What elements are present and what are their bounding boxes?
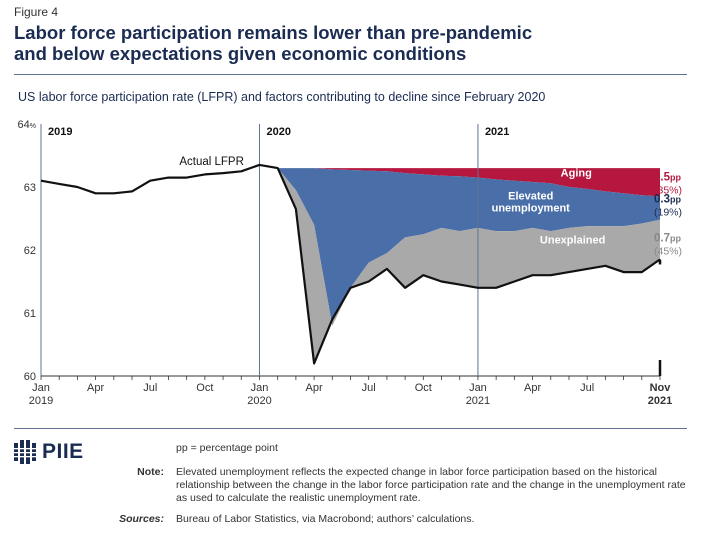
x-tick-label: Jan: [32, 382, 50, 394]
x-tick-label: Apr: [524, 382, 541, 394]
x-tick-label: Jul: [362, 382, 376, 394]
y-tick-label: 61: [24, 308, 36, 320]
x-tick-label: Jul: [143, 382, 157, 394]
year-label: 2021: [485, 126, 509, 138]
x-tick-label: Jan: [469, 382, 487, 394]
end-annotation-unit: pp: [670, 233, 681, 243]
y-tick-label: 60: [24, 371, 36, 383]
title-line-1: Labor force participation remains lower …: [14, 22, 533, 43]
chart-subtitle: US labor force participation rate (LFPR)…: [18, 90, 546, 104]
footer-divider: [14, 428, 687, 429]
elevated-label-line2: unemployment: [492, 203, 571, 215]
year-label: 2020: [266, 126, 290, 138]
end-annotation-share: (19%): [654, 206, 682, 218]
logo-text: PIIE: [42, 440, 84, 463]
x-tick-year-label: 2021: [466, 395, 490, 407]
percent-sign: %: [30, 123, 36, 130]
x-tick-year-label: 2020: [247, 395, 271, 407]
elevated-label-line1: Elevated: [508, 191, 553, 203]
elevated-unemployment-area: [277, 168, 660, 326]
x-tick-label: Apr: [306, 382, 323, 394]
end-annotation-unit: pp: [670, 172, 681, 182]
end-annotation-share: (45%): [654, 245, 682, 257]
note-text: Elevated unemployment reflects the expec…: [176, 466, 686, 504]
y-tick-label: 62: [24, 245, 36, 257]
x-tick-label: Apr: [87, 382, 104, 394]
title-divider: [14, 74, 687, 75]
figure-label: Figure 4: [14, 5, 59, 19]
aging-label: Aging: [561, 167, 592, 179]
end-annotation-value: 0.3pp: [654, 193, 681, 205]
unexplained-label: Unexplained: [540, 235, 605, 247]
end-annotation-value: 0.7pp: [654, 232, 681, 244]
y-tick-label: 64%: [18, 119, 36, 131]
y-tick-label: 63: [24, 182, 36, 194]
note-label: Note:: [137, 466, 164, 478]
x-tick-label: Jan: [251, 382, 269, 394]
x-tick-year-label: 2019: [29, 395, 53, 407]
x-tick-label: Jul: [580, 382, 594, 394]
x-tick-year-label: 2021: [648, 395, 672, 407]
x-tick-label: Oct: [196, 382, 213, 394]
pp-definition: pp = percentage point: [176, 442, 278, 454]
year-label: 2019: [48, 126, 72, 138]
unexplained-area: [277, 168, 660, 364]
end-annotation-unit: pp: [670, 194, 681, 204]
aging-area: [277, 168, 660, 197]
piie-logo-icon: [14, 440, 36, 464]
actual-lfpr-line: [40, 163, 661, 365]
end-annotation-value: 0.5pp: [654, 171, 681, 183]
actual-lfpr-label: Actual LFPR: [179, 156, 244, 168]
sources-text: Bureau of Labor Statistics, via Macrobon…: [176, 513, 475, 525]
x-tick-label: Nov: [650, 382, 672, 394]
sources-label: Sources:: [119, 513, 164, 525]
end-annotation-share: (35%): [654, 184, 682, 196]
x-tick-label: Oct: [415, 382, 432, 394]
title-line-2: and below expectations given economic co…: [14, 43, 467, 64]
chart-title: Labor force participation remains lower …: [14, 22, 694, 64]
piie-logo: PIIE: [14, 440, 84, 464]
